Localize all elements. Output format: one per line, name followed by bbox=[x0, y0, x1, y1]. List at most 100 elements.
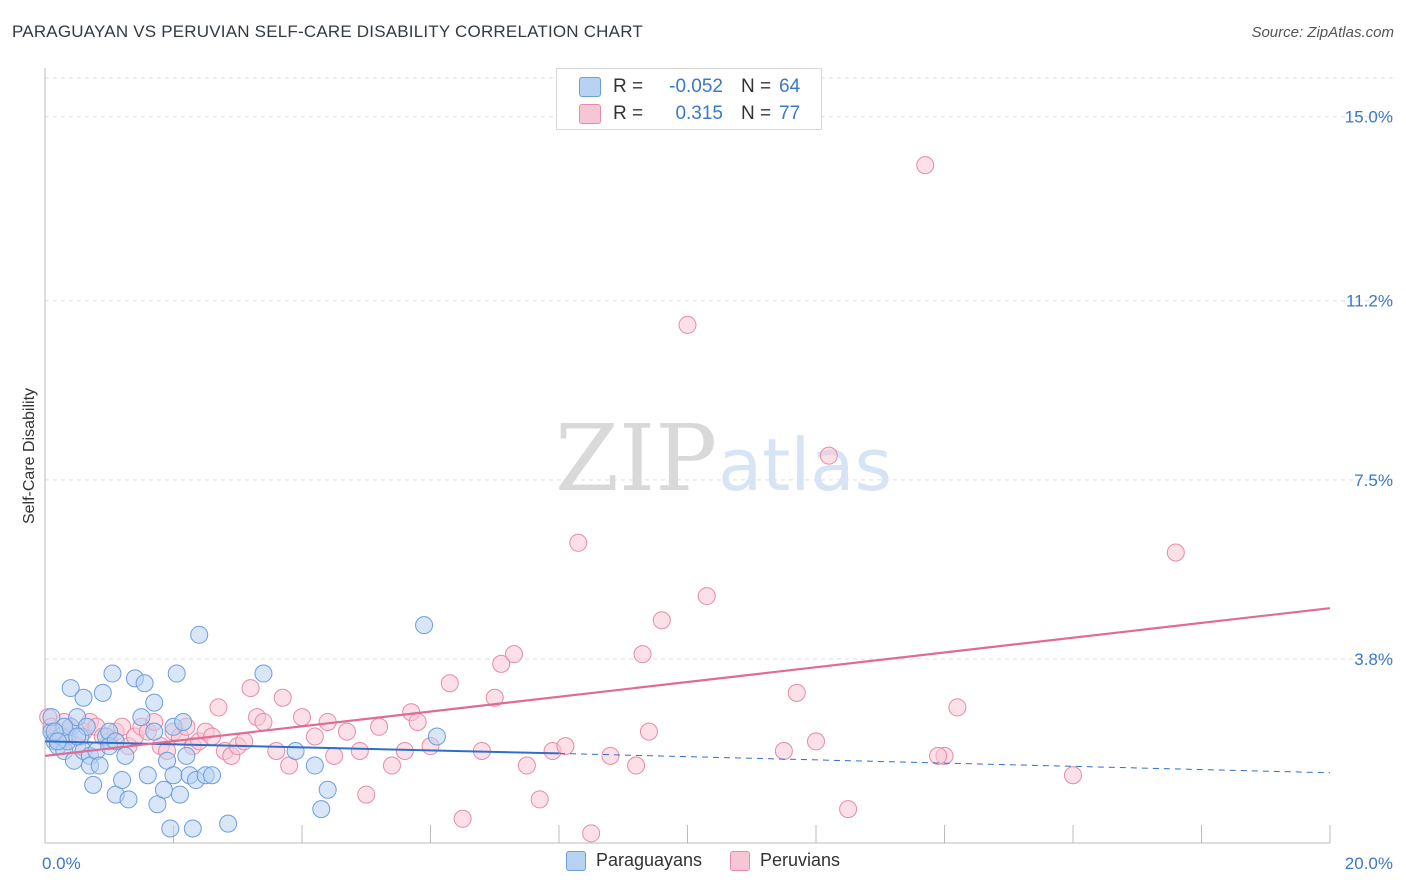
y-tick-label: 15.0% bbox=[1345, 108, 1393, 127]
stats-row-paraguayans: R = -0.052 N = 64 bbox=[579, 73, 800, 101]
source-label: Source: ZipAtlas.com bbox=[1251, 24, 1394, 41]
peruvians-point bbox=[819, 446, 838, 465]
paraguayans-point bbox=[161, 819, 180, 838]
paraguayans-trend-extension bbox=[558, 752, 1331, 774]
peruvians-trend-line bbox=[44, 607, 1331, 757]
peruvians-point bbox=[517, 756, 536, 775]
paraguayans-point bbox=[119, 790, 138, 809]
n-value: 64 bbox=[779, 76, 801, 97]
paraguayans-point bbox=[145, 693, 164, 712]
paraguayans-point bbox=[84, 775, 103, 794]
paraguayans-points bbox=[42, 616, 446, 838]
paraguayans-point bbox=[106, 732, 125, 751]
legend-label-paraguayans: Paraguayans bbox=[595, 850, 703, 870]
peruvians-point bbox=[382, 756, 401, 775]
x-tick-label: 0.0% bbox=[42, 854, 81, 873]
paraguayans-point bbox=[74, 688, 93, 707]
paraguayans-point bbox=[286, 742, 305, 761]
bottom-legend: Paraguayans Peruvians bbox=[0, 850, 1406, 871]
n-label: N = bbox=[741, 76, 772, 97]
paraguayans-point bbox=[90, 756, 109, 775]
peruvians-point bbox=[267, 742, 286, 761]
peruvians-point bbox=[254, 712, 273, 731]
paraguayans-point bbox=[103, 664, 122, 683]
peruvians-point bbox=[485, 688, 504, 707]
paraguayans-point bbox=[61, 679, 80, 698]
y-axis-label: Self-Care Disability bbox=[21, 388, 38, 524]
peruvians-point bbox=[370, 717, 389, 736]
watermark-zip: ZIP bbox=[555, 405, 717, 512]
peruvians-point bbox=[633, 645, 652, 664]
paraguayans-point bbox=[113, 771, 132, 790]
peruvians-point bbox=[1064, 766, 1082, 785]
legend-item-peruvians[interactable]: Peruvians bbox=[730, 850, 840, 871]
paraguayans-point bbox=[174, 712, 193, 731]
paraguayans-point bbox=[167, 664, 186, 683]
x-tick-label: 20.0% bbox=[1345, 854, 1393, 873]
paraguayans-point bbox=[318, 780, 337, 799]
peruvians-point bbox=[697, 587, 716, 606]
r-label: R = bbox=[613, 76, 644, 97]
peruvians-point bbox=[530, 790, 549, 809]
paraguayans-point bbox=[164, 766, 183, 785]
peruvians-point bbox=[652, 611, 671, 630]
peruvians-point bbox=[408, 712, 427, 731]
r-value: 0.315 bbox=[675, 103, 723, 124]
peruvians-point bbox=[839, 800, 858, 819]
peruvians-point bbox=[440, 674, 459, 693]
peruvians-point bbox=[209, 698, 228, 717]
peruvians-point bbox=[1166, 543, 1185, 562]
paraguayans-point bbox=[190, 625, 209, 644]
chart-title: PARAGUAYAN VS PERUVIAN SELF-CARE DISABIL… bbox=[12, 22, 643, 41]
paraguayans-point bbox=[145, 722, 164, 741]
peruvians-point bbox=[492, 654, 511, 673]
peruvians-point bbox=[582, 824, 601, 843]
paraguayans-point bbox=[170, 785, 189, 804]
peruvians-point bbox=[395, 742, 414, 761]
tick-labels: 3.8% 7.5% 11.2% 15.0% 0.0% 20.0% bbox=[42, 108, 1393, 873]
paraguayans-point bbox=[183, 819, 202, 838]
peruvians-point bbox=[325, 746, 344, 765]
peruvians-point bbox=[337, 722, 356, 741]
peruvians-swatch bbox=[579, 104, 601, 124]
paraguayans-point bbox=[154, 780, 173, 799]
legend-label-peruvians: Peruvians bbox=[760, 850, 841, 870]
paraguayans-point bbox=[427, 727, 446, 746]
n-label: N = bbox=[741, 103, 772, 124]
peruvians-point bbox=[948, 698, 967, 717]
peruvians-point bbox=[929, 746, 948, 765]
paraguayans-point bbox=[135, 674, 154, 693]
axes bbox=[44, 68, 1331, 844]
stats-row-peruvians: R = 0.315 N = 77 bbox=[579, 100, 800, 128]
peruvians-point bbox=[774, 742, 793, 761]
paraguayans-trend-line bbox=[44, 740, 560, 755]
peruvians-point bbox=[505, 645, 524, 664]
peruvians-point bbox=[305, 727, 324, 746]
trend-lines bbox=[44, 607, 1331, 774]
y-tick-label: 11.2% bbox=[1346, 292, 1393, 311]
peruvians-point bbox=[350, 742, 369, 761]
paraguayans-point bbox=[138, 766, 157, 785]
peruvians-point bbox=[916, 156, 935, 175]
paraguayans-point bbox=[116, 746, 135, 765]
peruvians-point bbox=[453, 809, 472, 828]
peruvians-point bbox=[273, 688, 292, 707]
y-tick-label: 7.5% bbox=[1354, 471, 1393, 490]
paraguayans-swatch bbox=[579, 77, 601, 97]
paraguayans-point bbox=[93, 683, 112, 702]
legend-item-paraguayans[interactable]: Paraguayans bbox=[565, 850, 703, 871]
r-label: R = bbox=[613, 103, 644, 124]
paraguayans-point bbox=[203, 766, 222, 785]
paraguayans-point bbox=[254, 664, 273, 683]
paraguayans-point bbox=[68, 727, 87, 746]
paraguayans-point bbox=[305, 756, 324, 775]
watermark: ZIP atlas bbox=[555, 405, 892, 512]
paraguayans-point bbox=[415, 616, 434, 635]
peruvians-point bbox=[357, 785, 376, 804]
paraguayans-point bbox=[219, 814, 238, 833]
peruvians-point bbox=[639, 722, 658, 741]
peruvians-point bbox=[787, 683, 806, 702]
paraguayans-point bbox=[132, 708, 151, 727]
paraguayans-point bbox=[177, 746, 196, 765]
